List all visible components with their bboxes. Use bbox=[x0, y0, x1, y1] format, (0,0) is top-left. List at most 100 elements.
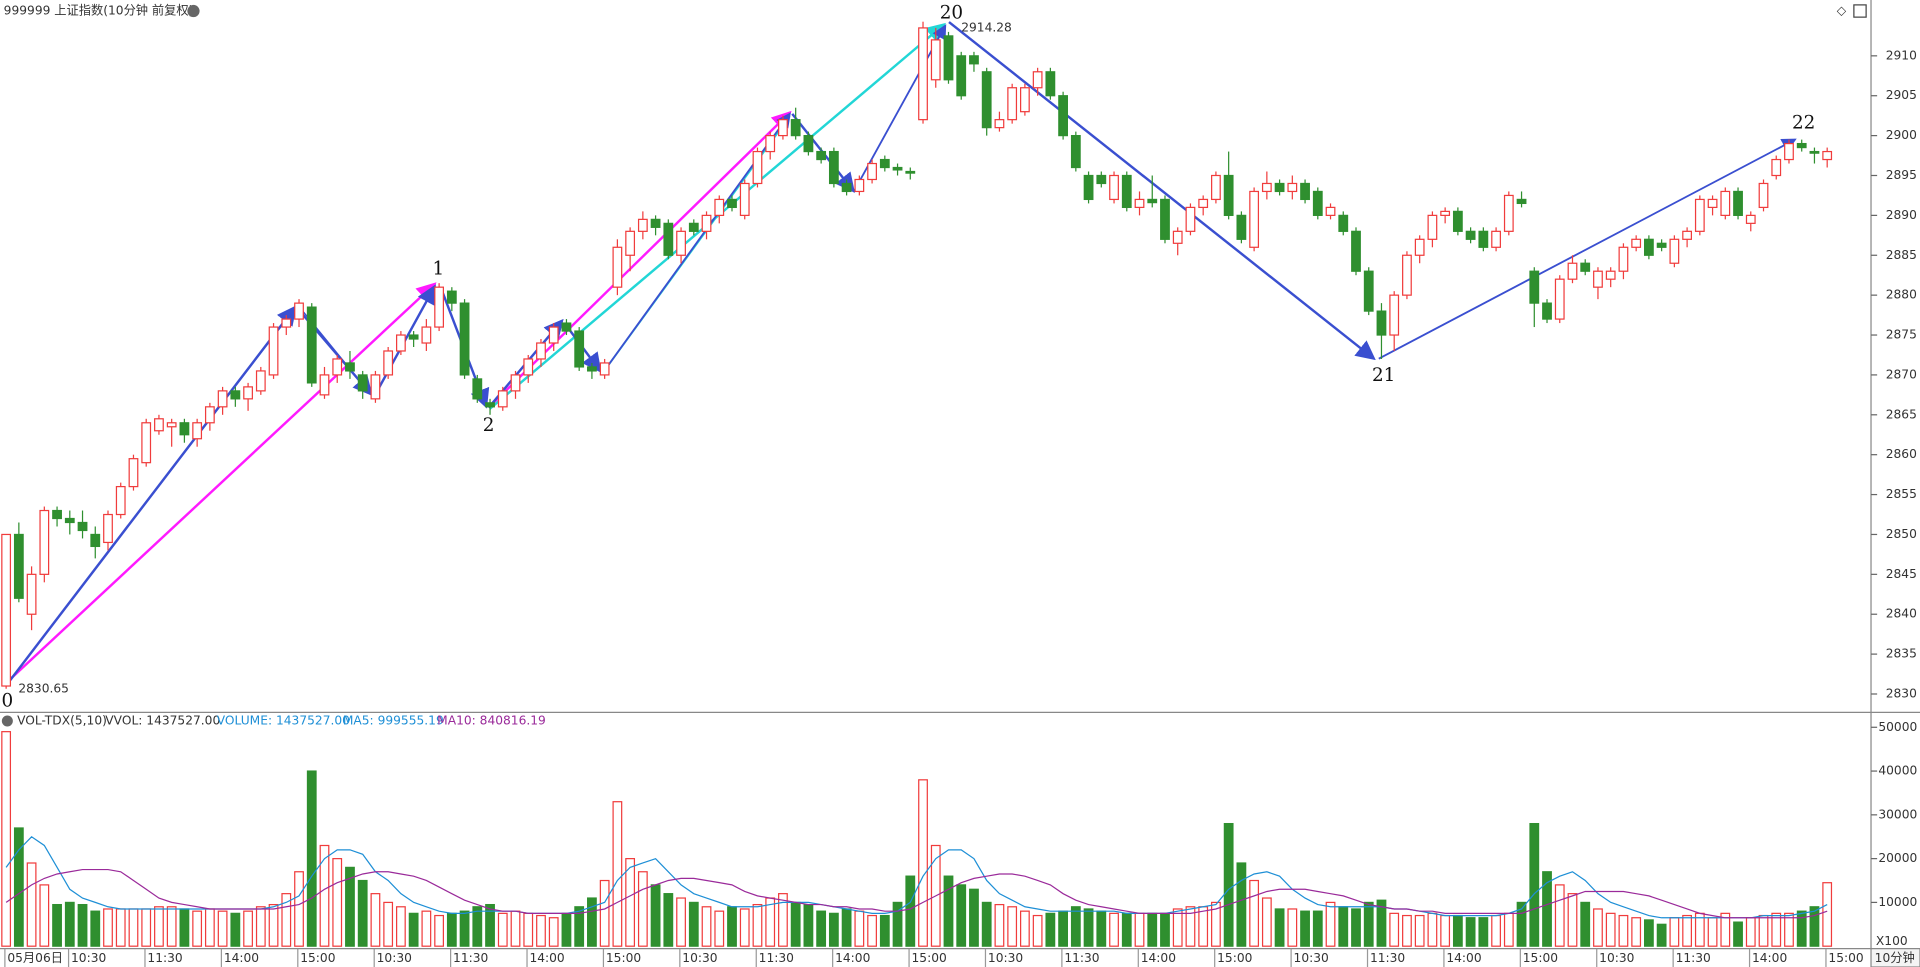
candle-body bbox=[1720, 190, 1731, 216]
candle-body bbox=[854, 178, 865, 193]
y-tick-label: 2875 bbox=[1886, 328, 1917, 342]
candle-body bbox=[1414, 238, 1425, 256]
y-tick-label: 2850 bbox=[1886, 527, 1917, 541]
candle-body bbox=[663, 222, 674, 256]
y-tick-label: 30000 bbox=[1878, 807, 1917, 821]
volume-bar bbox=[841, 908, 852, 947]
candle-body bbox=[714, 198, 725, 216]
candle-body bbox=[778, 119, 788, 137]
y-tick-label: 2860 bbox=[1886, 447, 1917, 461]
volume-bar bbox=[1402, 914, 1412, 947]
y-tick-label: 2885 bbox=[1886, 248, 1917, 262]
volume-bar bbox=[90, 910, 101, 947]
candle-body bbox=[1376, 310, 1387, 336]
candle-body bbox=[1822, 150, 1833, 161]
volume-bar bbox=[676, 897, 686, 947]
candle-body bbox=[1096, 174, 1107, 185]
y-tick-label: 2880 bbox=[1886, 288, 1917, 302]
volume-bar bbox=[548, 917, 559, 947]
candle-body bbox=[1223, 174, 1234, 216]
wave-arrow bbox=[1378, 138, 1797, 360]
volume-bar bbox=[1312, 910, 1323, 947]
volume-bar bbox=[1223, 822, 1234, 947]
candle-body bbox=[828, 150, 839, 185]
candle-body bbox=[1631, 238, 1642, 248]
panel-icon[interactable] bbox=[1853, 4, 1867, 18]
wave-label: 0 bbox=[2, 690, 14, 711]
x-tick-label: 10:30 bbox=[988, 951, 1023, 965]
volume-bar bbox=[1147, 912, 1158, 947]
draw-icon[interactable]: ◇ bbox=[1837, 4, 1847, 18]
x-tick-label: 15:00 bbox=[912, 951, 947, 965]
candle-body bbox=[765, 134, 776, 153]
x-tick-label: 11:30 bbox=[1370, 951, 1405, 965]
menu-icon[interactable] bbox=[187, 4, 200, 18]
candle-body bbox=[1669, 238, 1680, 264]
volume-bar bbox=[459, 910, 470, 947]
candle-body bbox=[1758, 182, 1769, 209]
period-label[interactable]: 10分钟 bbox=[1875, 950, 1915, 965]
wave-label: 2 bbox=[483, 415, 495, 436]
volume-bar bbox=[599, 879, 610, 947]
volume-bar bbox=[523, 912, 534, 947]
candle-body bbox=[243, 386, 253, 400]
legend-ma10: MA10: 840816.19 bbox=[437, 713, 546, 727]
x-tick-label: 10:30 bbox=[682, 951, 717, 965]
indicator-menu-icon[interactable] bbox=[1, 715, 13, 727]
candle-body bbox=[345, 362, 355, 372]
volume-bar bbox=[1160, 912, 1170, 947]
volume-bar bbox=[816, 910, 827, 947]
volume-bar bbox=[421, 910, 432, 947]
candle-body bbox=[816, 150, 827, 161]
candle-body bbox=[1, 533, 12, 687]
volume-bar bbox=[1529, 822, 1540, 947]
candle-body bbox=[727, 198, 737, 209]
candle-body bbox=[1083, 174, 1094, 201]
candle-body bbox=[1109, 174, 1119, 201]
candle-body bbox=[1516, 198, 1527, 205]
volume-bar bbox=[1020, 910, 1030, 947]
candle-body bbox=[1733, 190, 1743, 216]
x-tick-label: 11:30 bbox=[759, 951, 794, 965]
candle-body bbox=[943, 35, 954, 81]
volume-bar bbox=[1758, 914, 1769, 947]
candle-body bbox=[1185, 206, 1196, 232]
y-tick-label: 10000 bbox=[1878, 895, 1917, 909]
volume-bar bbox=[1503, 912, 1514, 947]
candle-body bbox=[485, 402, 495, 408]
candle-body bbox=[1554, 278, 1565, 320]
volume-bar bbox=[1325, 901, 1336, 947]
wave-label: 1 bbox=[433, 258, 445, 279]
candle-body bbox=[1567, 262, 1578, 280]
candle-body bbox=[523, 358, 534, 376]
volume-bar bbox=[1236, 862, 1247, 947]
candle-body bbox=[625, 230, 636, 256]
candle-body bbox=[612, 246, 623, 288]
volume-bar bbox=[204, 908, 215, 947]
volume-bar bbox=[1643, 919, 1654, 947]
candle-body bbox=[1542, 302, 1552, 320]
volume-bar bbox=[1211, 901, 1221, 947]
x-tick-label: 14:00 bbox=[1752, 951, 1787, 965]
y-tick-label: 2895 bbox=[1886, 168, 1917, 182]
wave-arrow bbox=[948, 21, 1376, 361]
x-tick-label: 10:30 bbox=[1599, 951, 1634, 965]
candle-body bbox=[128, 458, 139, 488]
volume-bar bbox=[1542, 871, 1552, 947]
x-tick-label: 14:00 bbox=[1446, 951, 1481, 965]
candle-body bbox=[1491, 230, 1501, 248]
volume-bar bbox=[408, 912, 419, 947]
legend-volume: VOLUME: 1437527.00 bbox=[217, 713, 350, 727]
candle-body bbox=[739, 182, 750, 216]
volume-bar bbox=[510, 910, 521, 947]
y-tick-label: 50000 bbox=[1878, 720, 1917, 734]
candle-body bbox=[1121, 174, 1132, 209]
volume-bar bbox=[701, 906, 712, 947]
y-tick-label: 2890 bbox=[1886, 208, 1917, 222]
volume-bar bbox=[446, 912, 457, 947]
period-box[interactable] bbox=[1870, 948, 1920, 967]
candle-body bbox=[64, 517, 75, 524]
unit-label: X100 bbox=[1876, 934, 1908, 948]
